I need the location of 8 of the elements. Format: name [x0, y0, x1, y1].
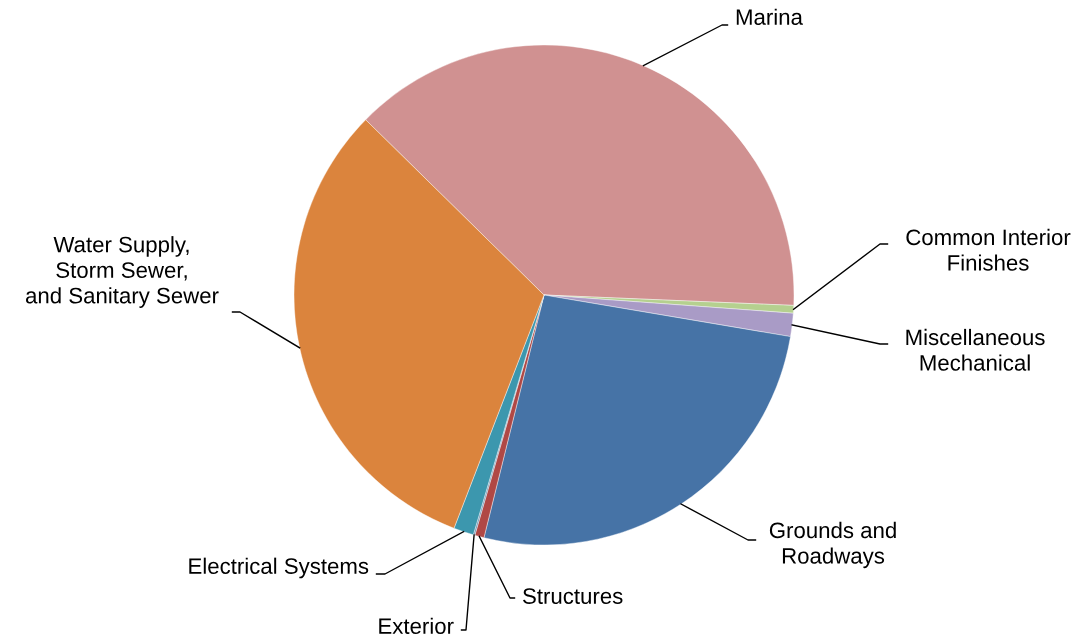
slice-label: Common Interior Finishes	[906, 228, 1071, 271]
slice-label: Miscellaneous Mechanical	[906, 328, 1045, 371]
slice-label: Structures	[523, 588, 623, 604]
slice-label: Marina	[736, 8, 803, 25]
slice-label: Exterior	[379, 617, 454, 634]
slice-label: Electrical Systems	[189, 557, 369, 579]
slice-label: Water Supply, Storm Sewer, and Sanitary Sewer	[25, 236, 219, 308]
slice-label: Grounds and Roadways	[769, 521, 896, 569]
